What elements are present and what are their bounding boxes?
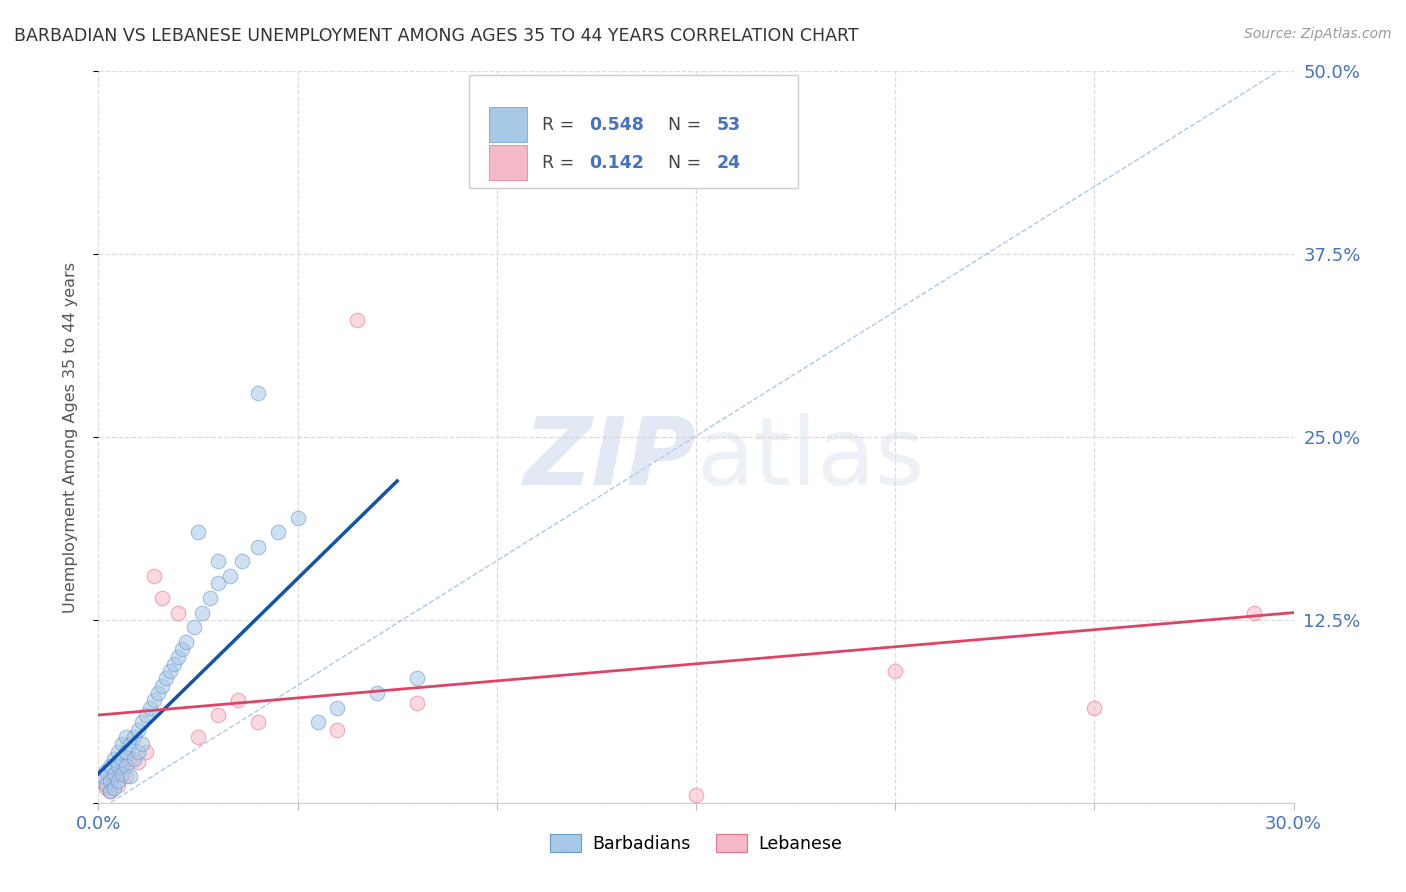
Point	[172, 642, 194, 657]
Point	[135, 745, 157, 759]
Point	[107, 773, 129, 788]
Point	[148, 686, 170, 700]
Point	[131, 715, 153, 730]
Point	[107, 778, 129, 792]
Point	[326, 700, 349, 714]
Point	[127, 723, 149, 737]
Point	[191, 606, 214, 620]
Point	[115, 769, 138, 783]
Point	[246, 386, 269, 401]
Point	[155, 672, 177, 686]
Point	[127, 755, 149, 769]
Legend: Barbadians, Lebanese: Barbadians, Lebanese	[543, 827, 849, 860]
Point	[366, 686, 388, 700]
Point	[884, 664, 907, 678]
Point	[198, 591, 221, 605]
Point	[267, 525, 290, 540]
Y-axis label: Unemployment Among Ages 35 to 44 years: Unemployment Among Ages 35 to 44 years	[63, 261, 77, 613]
Point	[1083, 700, 1105, 714]
Point	[103, 766, 125, 780]
Point	[96, 764, 118, 778]
Point	[183, 620, 205, 634]
Text: 53: 53	[716, 116, 741, 134]
Text: BARBADIAN VS LEBANESE UNEMPLOYMENT AMONG AGES 35 TO 44 YEARS CORRELATION CHART: BARBADIAN VS LEBANESE UNEMPLOYMENT AMONG…	[14, 27, 859, 45]
Text: Source: ZipAtlas.com: Source: ZipAtlas.com	[1244, 27, 1392, 41]
Point	[187, 730, 209, 744]
Text: R =: R =	[541, 153, 579, 172]
Point	[246, 540, 269, 554]
Point	[120, 769, 142, 783]
Point	[91, 773, 114, 788]
Point	[231, 554, 253, 568]
Point	[207, 554, 229, 568]
Point	[98, 773, 122, 788]
Point	[120, 752, 142, 766]
Text: 24: 24	[716, 153, 741, 172]
Text: atlas: atlas	[696, 413, 924, 505]
Point	[107, 745, 129, 759]
Point	[143, 693, 166, 707]
Point	[174, 635, 197, 649]
Point	[107, 759, 129, 773]
Point	[207, 576, 229, 591]
Point	[143, 569, 166, 583]
Point	[103, 781, 125, 796]
Point	[103, 766, 125, 780]
Point	[163, 657, 186, 671]
Point	[150, 679, 173, 693]
Point	[96, 778, 118, 792]
Point	[111, 766, 134, 780]
Point	[307, 715, 329, 730]
Text: 0.548: 0.548	[589, 116, 644, 134]
Point	[98, 784, 122, 798]
Point	[346, 313, 368, 327]
Text: N =: N =	[668, 153, 707, 172]
Text: N =: N =	[668, 116, 707, 134]
Point	[135, 708, 157, 723]
Point	[111, 737, 134, 751]
Point	[187, 525, 209, 540]
Point	[219, 569, 242, 583]
Point	[98, 759, 122, 773]
FancyBboxPatch shape	[489, 145, 527, 180]
Point	[111, 759, 134, 773]
Text: ZIP: ZIP	[523, 413, 696, 505]
Point	[167, 649, 190, 664]
Point	[115, 759, 138, 773]
Point	[287, 510, 309, 524]
Point	[685, 789, 707, 803]
Point	[91, 769, 114, 783]
Point	[326, 723, 349, 737]
FancyBboxPatch shape	[489, 107, 527, 143]
Point	[96, 781, 118, 796]
Point	[111, 752, 134, 766]
FancyBboxPatch shape	[470, 75, 797, 188]
Point	[226, 693, 249, 707]
Point	[207, 708, 229, 723]
Point	[150, 591, 173, 605]
Point	[120, 737, 142, 751]
Point	[103, 752, 125, 766]
Point	[167, 606, 190, 620]
Point	[406, 672, 429, 686]
Point	[124, 730, 146, 744]
Text: 0.142: 0.142	[589, 153, 644, 172]
Point	[131, 737, 153, 751]
Point	[159, 664, 181, 678]
Point	[406, 696, 429, 710]
Text: R =: R =	[541, 116, 579, 134]
Point	[115, 745, 138, 759]
Point	[115, 730, 138, 744]
Point	[127, 745, 149, 759]
Point	[246, 715, 269, 730]
Point	[139, 700, 162, 714]
Point	[124, 752, 146, 766]
Point	[1243, 606, 1265, 620]
Point	[98, 784, 122, 798]
